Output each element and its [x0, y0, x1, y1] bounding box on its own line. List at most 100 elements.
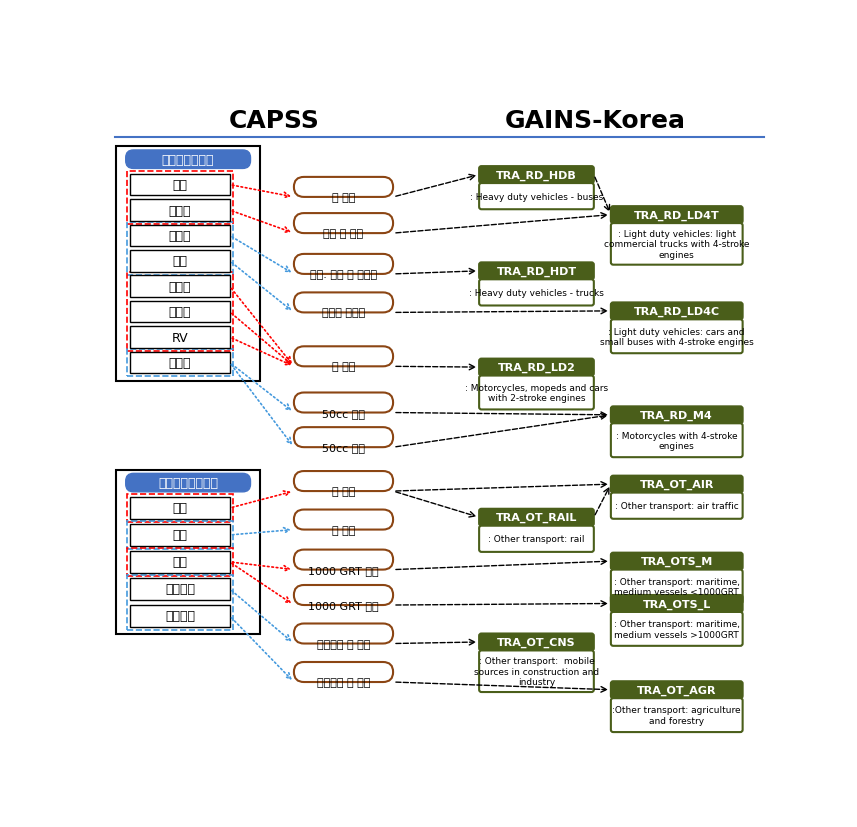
- FancyBboxPatch shape: [130, 174, 230, 196]
- FancyBboxPatch shape: [294, 393, 393, 413]
- FancyBboxPatch shape: [611, 303, 743, 320]
- Text: : Other transport: rail: : Other transport: rail: [488, 534, 584, 543]
- FancyBboxPatch shape: [479, 280, 594, 306]
- Text: : Light duty vehicles: light
commercial trucks with 4-stroke
engines: : Light duty vehicles: light commercial …: [604, 230, 750, 260]
- Text: 농업기계 전 기종: 농업기계 전 기종: [317, 677, 370, 687]
- FancyBboxPatch shape: [126, 474, 250, 492]
- Text: : Heavy duty vehicles - trucks: : Heavy duty vehicles - trucks: [469, 289, 604, 298]
- FancyBboxPatch shape: [294, 550, 393, 570]
- FancyBboxPatch shape: [611, 224, 743, 265]
- Text: TRA_RD_HDT: TRA_RD_HDT: [496, 266, 577, 277]
- FancyBboxPatch shape: [130, 552, 230, 573]
- Text: 특수자 전자종: 특수자 전자종: [322, 308, 365, 318]
- Text: 승합자: 승합자: [169, 306, 191, 318]
- Text: 50cc 미만: 50cc 미만: [322, 408, 365, 418]
- Text: 농업기계: 농업기계: [165, 609, 195, 623]
- FancyBboxPatch shape: [479, 509, 594, 526]
- FancyBboxPatch shape: [126, 151, 250, 170]
- FancyBboxPatch shape: [611, 553, 743, 570]
- Text: 비도로이동오염원: 비도로이동오염원: [158, 476, 219, 490]
- FancyBboxPatch shape: [294, 471, 393, 491]
- FancyBboxPatch shape: [130, 578, 230, 600]
- Text: TRA_RD_LD4T: TRA_RD_LD4T: [634, 210, 720, 221]
- Text: : Motorcycles, mopeds and cars
with 2-stroke engines: : Motorcycles, mopeds and cars with 2-st…: [464, 384, 608, 403]
- FancyBboxPatch shape: [117, 470, 260, 634]
- FancyBboxPatch shape: [130, 276, 230, 298]
- FancyBboxPatch shape: [611, 407, 743, 423]
- FancyBboxPatch shape: [479, 167, 594, 184]
- Text: 전 기종: 전 기종: [332, 486, 355, 496]
- Text: : Other transport: air traffic: : Other transport: air traffic: [614, 502, 739, 510]
- FancyBboxPatch shape: [611, 493, 743, 519]
- Text: 전 기종: 전 기종: [332, 525, 355, 535]
- FancyBboxPatch shape: [479, 651, 594, 692]
- Text: TRA_OT_AGR: TRA_OT_AGR: [637, 685, 716, 695]
- FancyBboxPatch shape: [117, 147, 260, 381]
- FancyBboxPatch shape: [479, 263, 594, 280]
- Text: 대형. 중형 등 화물자: 대형. 중형 등 화물자: [310, 270, 377, 280]
- Text: 전 자종: 전 자종: [332, 193, 355, 203]
- FancyBboxPatch shape: [130, 498, 230, 519]
- FancyBboxPatch shape: [294, 255, 393, 275]
- Text: 특수자: 특수자: [169, 230, 191, 242]
- Text: TRA_RD_LD2: TRA_RD_LD2: [498, 362, 575, 373]
- FancyBboxPatch shape: [294, 178, 393, 198]
- FancyBboxPatch shape: [294, 510, 393, 530]
- FancyBboxPatch shape: [130, 302, 230, 323]
- Text: 경형 및 소형: 경형 및 소형: [323, 229, 363, 239]
- Text: TRA_RD_M4: TRA_RD_M4: [640, 410, 713, 420]
- FancyBboxPatch shape: [130, 327, 230, 348]
- Text: TRA_RD_HDB: TRA_RD_HDB: [496, 170, 577, 180]
- Text: 버스: 버스: [172, 179, 188, 192]
- FancyBboxPatch shape: [611, 476, 743, 493]
- Text: 택시: 택시: [172, 255, 188, 268]
- Text: TRA_OT_RAIL: TRA_OT_RAIL: [496, 513, 577, 523]
- Text: : Other transport: maritime,
medium vessels >1000GRT: : Other transport: maritime, medium vess…: [614, 619, 740, 638]
- Text: : Other transport:  mobile
sources in construction and
industry: : Other transport: mobile sources in con…: [474, 657, 599, 686]
- Text: 승용자: 승용자: [169, 280, 191, 294]
- FancyBboxPatch shape: [479, 376, 594, 410]
- FancyBboxPatch shape: [611, 595, 743, 612]
- FancyBboxPatch shape: [479, 526, 594, 552]
- FancyBboxPatch shape: [294, 662, 393, 682]
- Text: 50cc 이상: 50cc 이상: [322, 442, 365, 452]
- Text: :Other transport: agriculture
and forestry: :Other transport: agriculture and forest…: [613, 705, 741, 725]
- Text: 도로이동오염원: 도로이동오염원: [162, 154, 214, 166]
- FancyBboxPatch shape: [130, 251, 230, 272]
- Text: : Other transport: maritime,
medium vessels <1000GRT: : Other transport: maritime, medium vess…: [614, 577, 740, 596]
- FancyBboxPatch shape: [611, 612, 743, 646]
- Text: GAINS-Korea: GAINS-Korea: [505, 109, 686, 133]
- FancyBboxPatch shape: [294, 347, 393, 367]
- Text: 선박: 선박: [172, 556, 188, 569]
- FancyBboxPatch shape: [130, 352, 230, 374]
- FancyBboxPatch shape: [294, 293, 393, 313]
- Text: 철도: 철도: [172, 528, 188, 542]
- FancyBboxPatch shape: [479, 359, 594, 376]
- FancyBboxPatch shape: [611, 681, 743, 698]
- FancyBboxPatch shape: [294, 214, 393, 234]
- FancyBboxPatch shape: [611, 320, 743, 354]
- Text: 항공: 항공: [172, 502, 188, 515]
- Text: 1000 GRT 이상: 1000 GRT 이상: [309, 600, 379, 610]
- FancyBboxPatch shape: [479, 184, 594, 210]
- FancyBboxPatch shape: [294, 624, 393, 643]
- Text: 화물자: 화물자: [169, 204, 191, 218]
- FancyBboxPatch shape: [130, 200, 230, 222]
- FancyBboxPatch shape: [479, 633, 594, 651]
- Text: 전 자종: 전 자종: [332, 362, 355, 372]
- Text: 건설장비 전 기종: 건설장비 전 기종: [317, 638, 370, 648]
- Text: TRA_OT_AIR: TRA_OT_AIR: [639, 480, 714, 490]
- FancyBboxPatch shape: [294, 428, 393, 447]
- FancyBboxPatch shape: [130, 524, 230, 546]
- Text: TRA_OT_CNS: TRA_OT_CNS: [497, 637, 576, 648]
- Text: TRA_OTS_L: TRA_OTS_L: [643, 599, 710, 609]
- Text: 1000 GRT 미만: 1000 GRT 미만: [309, 565, 379, 575]
- FancyBboxPatch shape: [130, 605, 230, 627]
- FancyBboxPatch shape: [611, 423, 743, 457]
- Text: : Motorcycles with 4-stroke
engines: : Motorcycles with 4-stroke engines: [616, 431, 738, 451]
- Text: : Light duty vehicles: cars and
small buses with 4-stroke engines: : Light duty vehicles: cars and small bu…: [600, 327, 753, 347]
- Text: 건설장비: 건설장비: [165, 583, 195, 595]
- Text: 이륨자: 이륨자: [169, 356, 191, 370]
- FancyBboxPatch shape: [611, 698, 743, 732]
- Text: TRA_OTS_M: TRA_OTS_M: [641, 557, 713, 566]
